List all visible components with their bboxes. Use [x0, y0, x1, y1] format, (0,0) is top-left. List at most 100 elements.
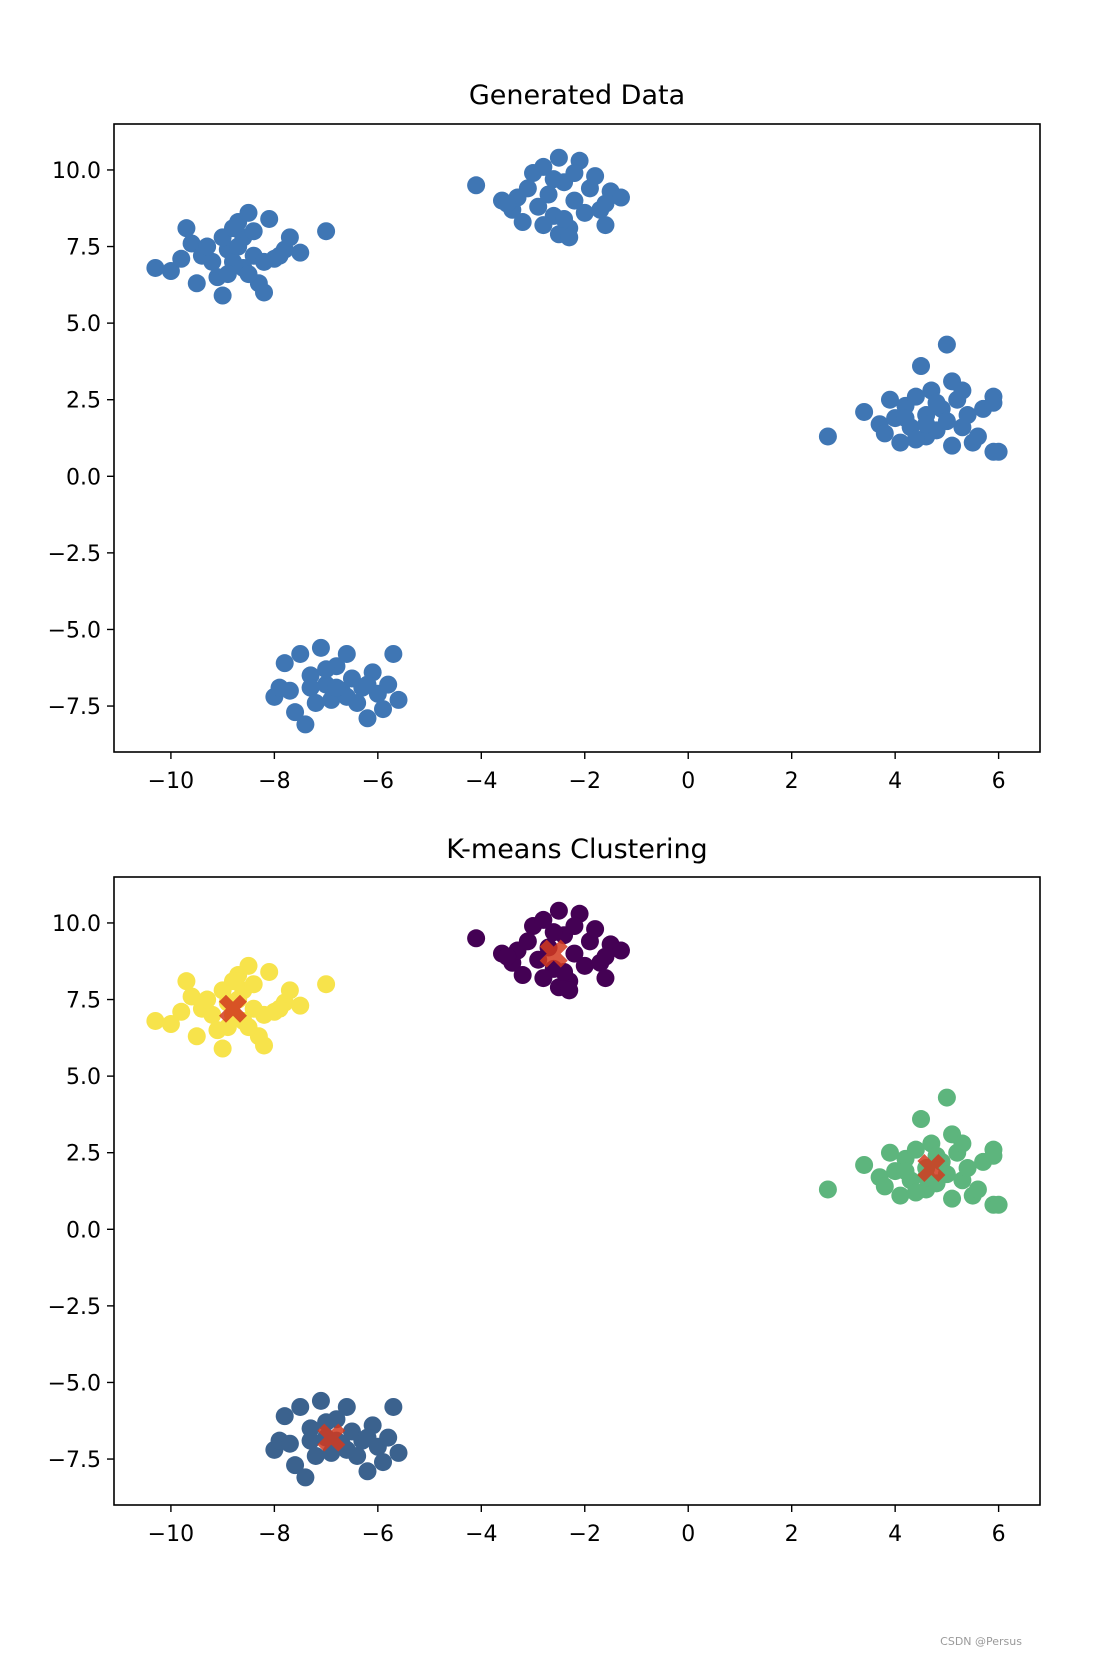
scatter-point [182, 234, 201, 253]
scatter-point [891, 1186, 910, 1205]
y-tick-label: 10.0 [52, 159, 101, 184]
scatter-point [513, 966, 532, 985]
scatter-point [984, 393, 1003, 412]
scatter-point [906, 1183, 925, 1202]
scatter-point [244, 222, 263, 241]
scatter-point [875, 424, 894, 443]
scatter-point [855, 402, 874, 421]
scatter-point [280, 981, 299, 1000]
scatter-point [270, 246, 289, 265]
scatter-point [539, 185, 558, 204]
scatter-point [187, 274, 206, 293]
scatter-points [146, 901, 1008, 1487]
scatter-point [534, 910, 553, 929]
scatter-point [182, 987, 201, 1006]
scatter-point [518, 932, 537, 951]
y-tick-label: 2.5 [66, 1142, 101, 1167]
scatter-point [172, 1002, 191, 1021]
scatter-point [989, 1195, 1008, 1214]
scatter-point [177, 219, 196, 238]
scatter-point [555, 209, 574, 228]
scatter-point [260, 962, 279, 981]
x-tick-label: 6 [992, 769, 1006, 794]
x-tick-label: 6 [992, 1522, 1006, 1547]
scatter-point [953, 1134, 972, 1153]
scatter-point [560, 981, 579, 1000]
scatter-point [565, 164, 584, 183]
scatter-point [306, 1446, 325, 1465]
scatter-point [389, 1443, 408, 1462]
scatter-point [374, 700, 393, 719]
scatter-point [534, 216, 553, 235]
y-tick-label: 5.0 [66, 312, 101, 337]
scatter-point [213, 1039, 232, 1058]
scatter-point [891, 433, 910, 452]
scatter-point [286, 1456, 305, 1475]
scatter-point [611, 188, 630, 207]
scatter-point [544, 170, 563, 189]
scatter-point [968, 1180, 987, 1199]
scatter-point [968, 427, 987, 446]
y-tick-label: −7.5 [48, 1448, 101, 1473]
scatter-point [317, 975, 336, 994]
scatter-point [555, 962, 574, 981]
scatter-point [280, 1434, 299, 1453]
scatter-point [187, 1027, 206, 1046]
scatter-point [198, 990, 217, 1009]
scatter-point [260, 209, 279, 228]
y-tick-label: −2.5 [48, 1295, 101, 1320]
scatter-point [575, 203, 594, 222]
scatter-point [529, 950, 548, 969]
plot-frame [113, 876, 1041, 1506]
scatter-point [218, 265, 237, 284]
scatter-point [255, 283, 274, 302]
scatter-point [880, 390, 899, 409]
scatter-point [177, 972, 196, 991]
y-tick-label: 2.5 [66, 389, 101, 414]
scatter-point [161, 262, 180, 281]
scatter-point [239, 956, 258, 975]
x-axis: −10 −8 −6 −4 −2 0 2 4 6 [148, 1505, 1006, 1547]
scatter-point [286, 703, 305, 722]
y-tick-label: 5.0 [66, 1065, 101, 1090]
scatter-point [275, 654, 294, 673]
scatter-point [467, 176, 486, 195]
scatter-point [534, 969, 553, 988]
scatter-point [544, 923, 563, 942]
scatter-point [239, 203, 258, 222]
centroid-marker [539, 939, 568, 968]
scatter-point [518, 179, 537, 198]
y-tick-label: −7.5 [48, 695, 101, 720]
scatter-point [203, 1005, 222, 1024]
y-tick-label: 10.0 [52, 912, 101, 937]
scatter-point [275, 1407, 294, 1426]
x-tick-label: −8 [258, 1522, 290, 1547]
scatter-point [296, 715, 315, 734]
x-tick-label: 2 [785, 1522, 799, 1547]
scatter-point [937, 1165, 956, 1184]
scatter-point [280, 681, 299, 700]
scatter-point [270, 999, 289, 1018]
scatter-point [291, 1397, 310, 1416]
scatter-point [912, 1110, 931, 1129]
x-tick-label: 2 [785, 769, 799, 794]
x-tick-label: 4 [888, 769, 902, 794]
scatter-point [218, 1018, 237, 1037]
scatter-point [296, 1468, 315, 1487]
chart-title: Generated Data [469, 80, 685, 111]
centroid-markers [218, 939, 946, 1452]
scatter-point [549, 148, 568, 167]
scatter-point [875, 1177, 894, 1196]
scatter-point [896, 1162, 915, 1181]
x-tick-label: −10 [148, 769, 194, 794]
scatter-point [912, 357, 931, 376]
x-tick-label: −2 [569, 1522, 601, 1547]
scatter-point [818, 427, 837, 446]
scatter-point [146, 1011, 165, 1030]
y-tick-label: 0.0 [66, 1218, 101, 1243]
scatter-point [906, 1140, 925, 1159]
scatter-point [223, 972, 242, 991]
scatter-point [229, 237, 248, 256]
y-tick-label: −2.5 [48, 542, 101, 567]
x-tick-label: 0 [681, 1522, 695, 1547]
